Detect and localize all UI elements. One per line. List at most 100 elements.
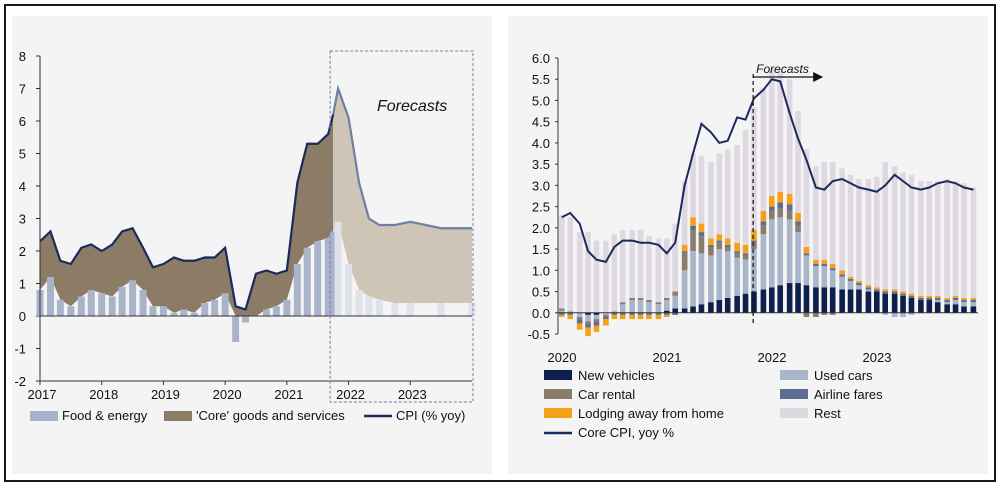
food-energy-bar (272, 306, 280, 316)
x-tick-label: 2022 (336, 387, 365, 402)
bar-segment (813, 287, 819, 313)
bar-segment (593, 240, 600, 313)
x-tick-label: 2019 (151, 387, 180, 402)
food-energy-bar (159, 306, 167, 316)
forecast-label: Forecasts (377, 98, 447, 115)
bar-segment (865, 289, 872, 292)
bar-segment (874, 176, 880, 288)
bar-segment (619, 304, 626, 313)
forecast-box (329, 50, 474, 403)
bar-segment (576, 323, 583, 330)
bar-segment (952, 297, 959, 301)
bar-segment (690, 306, 696, 313)
bar-segment (918, 295, 924, 298)
bar-segment (934, 181, 941, 296)
bar-segment (611, 312, 618, 315)
bar-segment (672, 295, 678, 309)
bar-segment (655, 304, 662, 313)
bar-segment (716, 240, 723, 243)
cpi-line-forecast (332, 84, 472, 230)
bar-segment (900, 172, 906, 292)
y-tick-label: 2.5 (532, 200, 550, 215)
bar-segment (926, 295, 933, 298)
bar-segment (567, 314, 573, 320)
food-energy-bar (56, 299, 64, 316)
bar-segment (629, 229, 635, 298)
bar-segment (567, 312, 573, 315)
bar-segment (593, 312, 600, 315)
bar-segment (724, 149, 731, 239)
bar-segment (839, 276, 845, 290)
bar-segment (681, 181, 688, 245)
bar-segment (681, 308, 688, 313)
food-energy-bar (355, 290, 363, 316)
bar-segment (734, 242, 740, 252)
bar-segment (716, 234, 723, 241)
bar-segment (813, 263, 819, 267)
bar-segment (637, 312, 644, 315)
bar-segment (672, 223, 678, 292)
bar-segment (734, 257, 740, 296)
bar-segment (821, 162, 828, 260)
bar-segment (567, 217, 573, 311)
bar-segment (708, 238, 714, 245)
bar-segment (786, 219, 793, 284)
bar-segment (603, 319, 609, 326)
food-energy-bar (365, 296, 373, 316)
bar-segment (637, 300, 644, 313)
bar-segment (611, 314, 618, 320)
bar-segment (891, 289, 898, 292)
y-tick-label: 4.0 (532, 136, 550, 151)
bar-segment (961, 183, 967, 298)
bar-segment (961, 300, 967, 303)
core-area-forecast (333, 88, 472, 303)
food-energy-bar (345, 264, 353, 316)
bar-segment (786, 79, 793, 194)
food-energy-bar (108, 296, 116, 316)
bar-segment (760, 221, 767, 226)
bar-segment (952, 304, 959, 313)
bar-segment (874, 291, 880, 313)
bar-segment (585, 327, 591, 337)
bar-segment (803, 246, 810, 254)
left-chart-panel: 8 7 6 5 4 3 2 1 0 -1 -2 2017 2018 2019 2020 2021 2022 202… (12, 16, 492, 474)
bar-segment (751, 229, 757, 241)
bar-segment (795, 225, 801, 233)
bar-segment (646, 300, 652, 303)
bar-segment (724, 251, 731, 298)
x-tick-label: 2018 (89, 387, 118, 402)
bar-segment (882, 291, 888, 294)
legend-swatch-car-rental (544, 389, 572, 399)
bar-segment (961, 297, 967, 301)
bar-segment (813, 266, 819, 288)
bar-segment (847, 289, 854, 313)
bar-segment (576, 317, 583, 320)
bar-segment (856, 280, 862, 284)
bar-segment (803, 285, 810, 313)
bar-segment (865, 285, 872, 288)
bar-segment (926, 181, 933, 296)
food-energy-bar (329, 231, 337, 316)
bar-segment (629, 314, 635, 320)
bar-segment (751, 249, 757, 292)
bar-segment (908, 293, 915, 296)
bar-segment (777, 68, 783, 192)
legend-swatch-new-vehicles (544, 370, 572, 380)
bar-segment (795, 212, 801, 222)
bar-segment (742, 259, 749, 294)
bar-segment (576, 232, 583, 313)
bar-segment (593, 319, 600, 322)
food-energy-bar (118, 286, 126, 316)
legend-swatch-airline-fares (780, 389, 808, 399)
bar-segment (829, 270, 836, 288)
bar-segment (681, 244, 688, 252)
bar-segment (664, 310, 670, 313)
food-energy-bar (46, 277, 54, 316)
bar-segment (655, 238, 662, 303)
bar-segment (559, 310, 565, 313)
food-energy-bar (98, 293, 106, 316)
bar-segment (891, 291, 898, 294)
bar-segment (760, 210, 767, 222)
y-tick-label: 5 (19, 147, 26, 162)
bar-segment (585, 323, 591, 328)
